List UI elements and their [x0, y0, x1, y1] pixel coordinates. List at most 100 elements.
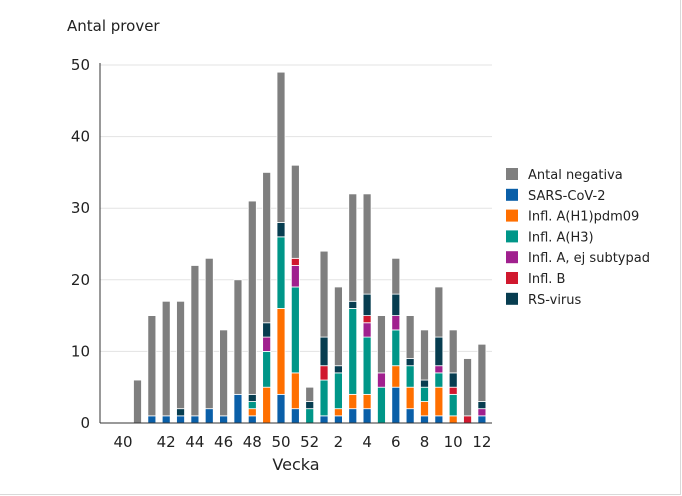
bar-segment	[262, 322, 272, 338]
x-axis-title: Vecka	[272, 455, 319, 474]
bar-segment	[391, 386, 401, 424]
legend: Antal negativa SARS-CoV-2 Infl. A(H1)pdm09…	[506, 168, 650, 308]
bar-segment	[190, 415, 200, 424]
bar-segment	[262, 336, 272, 352]
bar-segment	[391, 293, 401, 316]
bar-segment	[420, 401, 429, 417]
y-tick-label: 50	[71, 56, 90, 74]
bar-segment	[219, 329, 229, 417]
bar-segment	[276, 308, 286, 395]
bar-segment	[305, 401, 315, 410]
y-tick-label: 10	[71, 342, 90, 360]
bar-segment	[319, 379, 329, 417]
legend-swatch	[506, 272, 518, 284]
bar-segment	[448, 415, 458, 424]
legend-label: Infl. A(H1)pdm09	[528, 210, 639, 225]
bar-segment	[448, 393, 458, 417]
bar-segment	[448, 329, 458, 374]
bar-segment	[477, 401, 487, 410]
x-tick-label: 2	[334, 433, 344, 451]
bar-segment	[262, 350, 272, 388]
legend-label: Infl. B	[528, 272, 565, 287]
x-tick-label: 48	[243, 433, 262, 451]
bar-segment	[247, 408, 257, 417]
bar-segment	[434, 365, 444, 374]
bar-segment	[405, 315, 415, 359]
bar-segment	[434, 372, 444, 388]
bar-segment	[247, 200, 257, 395]
bar-segment	[333, 415, 343, 424]
legend-label: Infl. A, ej subtypad	[528, 251, 650, 266]
bar-segment	[434, 415, 444, 424]
bar-segment	[147, 315, 157, 417]
bar-segment	[463, 415, 472, 424]
bar-segment	[391, 257, 401, 295]
bar-segment	[233, 393, 243, 424]
bar-segment	[290, 265, 300, 288]
legend-swatch	[506, 251, 518, 264]
bar-segment	[348, 393, 358, 410]
bar-segment	[276, 222, 286, 238]
legend-label: Infl. A(H3)	[528, 230, 594, 245]
bar-segment	[333, 286, 343, 367]
bar-segment	[147, 415, 157, 424]
bar-segment	[276, 71, 286, 223]
bar-segment	[434, 336, 444, 367]
x-tick-label: 50	[271, 433, 290, 451]
bar-segment	[348, 300, 358, 309]
legend-swatch	[506, 168, 518, 180]
bar-segment	[290, 372, 300, 410]
bar-segment	[362, 293, 372, 316]
bar-segment	[333, 372, 343, 410]
bar-segment	[319, 365, 329, 381]
bar-segment	[176, 415, 185, 424]
bar-segment	[362, 322, 372, 338]
bar-segment	[333, 365, 343, 374]
bar-segment	[377, 315, 386, 374]
bar-segment	[219, 415, 229, 424]
bar-segment	[348, 193, 358, 302]
bar-segment	[405, 386, 415, 410]
legend-label: Antal negativa	[528, 168, 623, 183]
bar-segment	[290, 286, 300, 374]
x-tick-label: 4	[362, 433, 372, 451]
bar-segment	[247, 401, 257, 410]
x-tick-label: 52	[300, 433, 319, 451]
bar-segment	[477, 408, 487, 417]
bar-segment	[319, 415, 329, 424]
x-tick-label: 8	[420, 433, 430, 451]
bar-segment	[333, 408, 343, 417]
bar-segment	[448, 372, 458, 388]
bar-segment	[448, 386, 458, 395]
legend-label: SARS-CoV-2	[528, 189, 606, 204]
bar-segment	[204, 408, 214, 424]
bar-segment	[276, 236, 286, 309]
x-tick-label: 12	[472, 433, 491, 451]
x-tick-label: 40	[113, 433, 132, 451]
y-tick-label: 0	[80, 414, 90, 432]
bar-segment	[305, 408, 315, 424]
bar-segment	[391, 315, 401, 331]
bar-segment	[262, 386, 272, 424]
bar-segment	[204, 257, 214, 410]
bar-segment	[348, 408, 358, 424]
bars	[133, 71, 487, 424]
bar-segment	[434, 386, 444, 417]
legend-swatch	[506, 292, 518, 305]
bar-segment	[405, 358, 415, 367]
x-tick-label: 46	[214, 433, 233, 451]
bar-segment	[477, 343, 487, 402]
bar-segment	[463, 358, 472, 417]
bar-segment	[319, 336, 329, 367]
bar-segment	[319, 250, 329, 338]
bar-segment	[290, 164, 300, 259]
x-tick-label: 6	[391, 433, 401, 451]
bar-segment	[420, 379, 429, 388]
bar-segment	[305, 386, 315, 402]
bar-segment	[290, 408, 300, 424]
bar-segment	[176, 300, 185, 410]
bar-segment	[262, 171, 272, 324]
bar-segment	[420, 329, 429, 381]
legend-swatch	[506, 230, 518, 243]
